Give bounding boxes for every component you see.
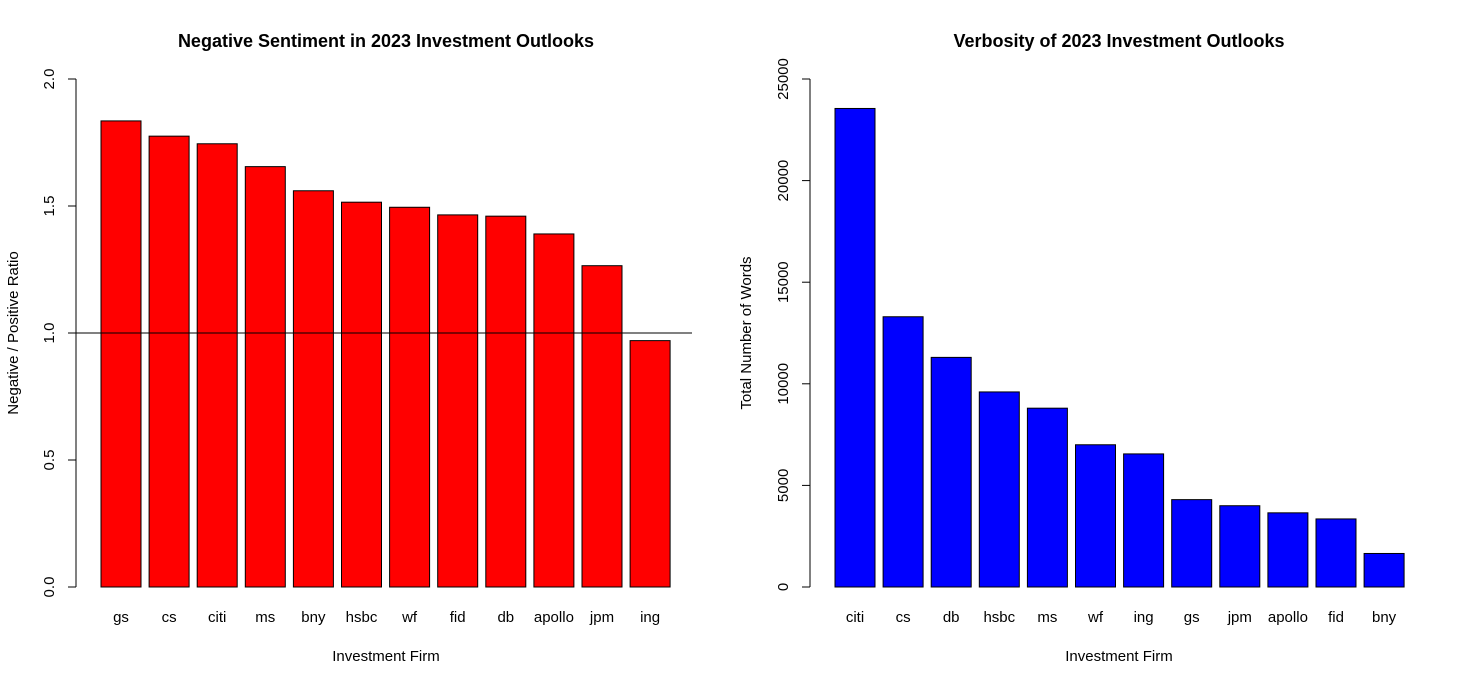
sentiment-y-tick-label: 0.5 — [41, 450, 58, 471]
verbosity-bar-ms — [1026, 407, 1068, 588]
sentiment-bar-citi — [196, 143, 238, 588]
verbosity-x-tick-bny: bny — [1372, 609, 1397, 626]
sentiment-y-tick-label: 1.0 — [41, 323, 58, 344]
sentiment-x-tick-hsbc: hsbc — [346, 609, 378, 626]
sentiment-chart-title: Negative Sentiment in 2023 Investment Ou… — [178, 31, 594, 51]
sentiment-y-axis: 0.0 0.5 1.0 1.5 2.0 — [41, 69, 77, 598]
sentiment-bar-apollo — [533, 233, 575, 588]
verbosity-x-tick-apollo: apollo — [1268, 609, 1308, 626]
verbosity-y-axis-label: Total Number of Words — [738, 256, 755, 409]
sentiment-bar-bny — [292, 190, 334, 588]
sentiment-x-tick-cs: cs — [162, 609, 177, 626]
verbosity-bar-gs — [1171, 499, 1213, 588]
verbosity-bar-apollo — [1267, 512, 1309, 588]
verbosity-x-tick-ms: ms — [1037, 609, 1057, 626]
sentiment-y-tick-label: 0.0 — [41, 577, 58, 598]
sentiment-bar-gs — [100, 120, 142, 588]
sentiment-x-tick-fid: fid — [450, 609, 466, 626]
verbosity-bar-ing — [1123, 453, 1165, 588]
verbosity-bar-fid — [1315, 518, 1357, 588]
verbosity-chart-title: Verbosity of 2023 Investment Outlooks — [953, 31, 1284, 51]
verbosity-y-tick-label: 25000 — [775, 58, 792, 100]
sentiment-x-tick-db: db — [497, 609, 514, 626]
verbosity-bar-wf — [1075, 444, 1116, 588]
verbosity-x-tick-citi: citi — [846, 609, 864, 626]
sentiment-y-axis-label: Negative / Positive Ratio — [5, 251, 22, 414]
sentiment-bar-hsbc — [341, 201, 382, 588]
verbosity-y-tick-label: 20000 — [775, 160, 792, 202]
verbosity-y-tick-label: 5000 — [775, 469, 792, 502]
sentiment-bar-wf — [389, 206, 431, 588]
verbosity-y-tick-label: 15000 — [775, 261, 792, 303]
sentiment-x-tick-jpm: jpm — [589, 609, 614, 626]
verbosity-x-tick-db: db — [943, 609, 960, 626]
verbosity-bar-hsbc — [978, 391, 1020, 588]
sentiment-x-tick-citi: citi — [208, 609, 226, 626]
sentiment-x-tick-bny: bny — [301, 609, 326, 626]
sentiment-y-tick-label: 2.0 — [41, 69, 58, 90]
verbosity-bar-jpm — [1219, 505, 1261, 588]
verbosity-bar-db — [930, 356, 972, 588]
verbosity-x-tick-gs: gs — [1184, 609, 1200, 626]
verbosity-x-tick-cs: cs — [896, 609, 911, 626]
sentiment-x-tick-wf: wf — [401, 609, 418, 626]
sentiment-x-tick-gs: gs — [113, 609, 129, 626]
sentiment-y-tick-label: 1.5 — [41, 196, 58, 217]
verbosity-x-tick-labels: citi cs db hsbc ms wf ing gs jpm apollo fid bny — [846, 609, 1397, 626]
verbosity-x-tick-fid: fid — [1328, 609, 1344, 626]
verbosity-x-axis-label: Investment Firm — [1065, 648, 1173, 665]
verbosity-bar-cs — [882, 316, 924, 588]
sentiment-bar-jpm — [581, 265, 623, 588]
verbosity-x-tick-wf: wf — [1087, 609, 1104, 626]
sentiment-x-tick-labels: gs cs citi ms bny hsbc wf fid db apollo jpm ing — [113, 609, 660, 626]
sentiment-x-tick-apollo: apollo — [534, 609, 574, 626]
verbosity-y-tick-label: 0 — [775, 583, 792, 591]
sentiment-bar-cs — [148, 135, 190, 588]
sentiment-x-axis-label: Investment Firm — [332, 648, 440, 665]
sentiment-x-tick-ing: ing — [640, 609, 660, 626]
verbosity-bar-bny — [1363, 552, 1405, 588]
sentiment-chart: Negative Sentiment in 2023 Investment Ou… — [5, 31, 692, 665]
verbosity-x-tick-hsbc: hsbc — [983, 609, 1015, 626]
sentiment-bar-fid — [437, 214, 479, 588]
verbosity-bar-citi — [834, 107, 876, 588]
sentiment-x-tick-ms: ms — [255, 609, 275, 626]
verbosity-x-tick-jpm: jpm — [1227, 609, 1252, 626]
verbosity-x-tick-ing: ing — [1134, 609, 1154, 626]
verbosity-chart: Verbosity of 2023 Investment Outlooks ci… — [738, 31, 1405, 665]
sentiment-bar-db — [485, 215, 527, 588]
verbosity-bars — [834, 107, 1405, 588]
sentiment-bar-ms — [244, 166, 286, 588]
verbosity-y-tick-label: 10000 — [775, 363, 792, 405]
sentiment-bar-ing — [629, 340, 671, 588]
sentiment-bars — [100, 120, 671, 588]
verbosity-y-axis: 0 5000 10000 15000 20000 25000 — [775, 58, 811, 591]
